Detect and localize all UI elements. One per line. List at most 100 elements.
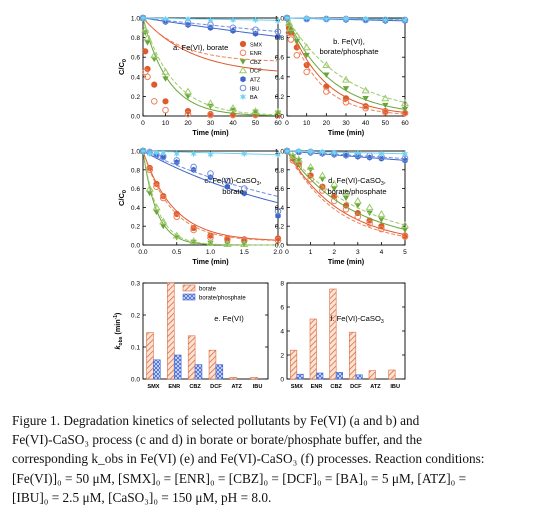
marker-BA: [283, 147, 291, 155]
legend-label-borate-phosphate: borate/phosphate: [199, 296, 246, 302]
y-tick-label: 1.0: [131, 16, 140, 23]
marker-IBU: [173, 157, 181, 164]
legend-label-SMX: SMX: [250, 42, 262, 48]
panel-b-label-2: borate/phosphate: [319, 47, 378, 56]
panel-e-y-axis-label: kobs (min-1): [113, 312, 124, 350]
caption-line-2: Fe(VI)-CaSO₃ process (c and d) in borate…: [12, 432, 423, 448]
figure-caption: Figure 1. Degradation kinetics of select…: [12, 411, 542, 507]
y-tick-label: 0.6: [275, 186, 284, 193]
category-label: ENR: [311, 384, 323, 390]
marker-CBZ: [293, 39, 301, 45]
legend-swatch-borate: [182, 284, 196, 292]
y-tick-label: 0.2: [131, 313, 140, 320]
fit-curve-DCF: [286, 17, 406, 103]
x-tick-label: 50: [382, 120, 390, 127]
marker-CBZ: [342, 195, 350, 201]
x-tick-label: 50: [252, 120, 260, 127]
bar-borate-DCF: [349, 331, 357, 380]
marker-DCF: [400, 99, 410, 107]
marker-ENR: [354, 213, 362, 221]
y-tick-label: 0: [280, 377, 284, 384]
marker-BA: [139, 147, 147, 155]
label-end: ,: [384, 176, 386, 185]
marker-DCF: [306, 162, 315, 170]
marker-DCF: [292, 31, 301, 39]
marker-CBZ: [239, 59, 247, 65]
x-tick-label: 0.0: [138, 249, 147, 256]
x-tick-label: 2: [332, 249, 336, 256]
y-tick-label: 0.8: [275, 35, 284, 42]
marker-SMX: [151, 81, 158, 88]
marker-DCF: [381, 94, 390, 102]
y-tick-label: 2: [280, 353, 284, 360]
label-end: ,: [260, 176, 262, 185]
y-tick-label: 0.6: [131, 186, 140, 193]
marker-ATZ: [174, 159, 180, 166]
marker-SMX: [142, 48, 149, 55]
marker-DCF: [152, 203, 161, 211]
x-tick-label: 0.5: [172, 249, 181, 256]
marker-BA: [401, 150, 409, 158]
panel-b: 0.0 0.2 0.4 0.6 0.8 1.0 0 10 20 30 40 50 60 Time (min…: [275, 14, 410, 137]
marker-ENR: [303, 68, 310, 76]
y-tick-label: 0.6: [131, 55, 140, 62]
marker-DCF: [302, 43, 311, 51]
y-tick-label: 1.0: [131, 149, 140, 156]
y-tick-label: 0.0: [131, 377, 140, 384]
fit-curve-IBU: [142, 150, 279, 197]
marker-CBZ: [342, 86, 350, 92]
marker-BA: [162, 15, 169, 23]
bar-borate-ENR: [167, 282, 175, 380]
x-tick-label: 10: [162, 120, 170, 127]
y-axis-label: C/C0: [117, 190, 128, 206]
y-tick-label: 0.6: [275, 55, 284, 62]
x-axis-label: Time (min): [192, 257, 229, 266]
marker-DCF: [341, 75, 351, 83]
x-tick-label: 10: [303, 120, 311, 127]
marker-DCF: [189, 237, 198, 245]
marker-CBZ: [401, 106, 409, 113]
marker-CBZ: [378, 217, 385, 223]
marker-CBZ: [323, 72, 330, 78]
label-main: c. Fe(VI)-CaSO: [204, 176, 256, 185]
marker-ENR: [153, 183, 160, 191]
y-tick-label: 0.0: [131, 114, 140, 121]
fit-curve-CBZ: [286, 150, 406, 230]
marker-CBZ: [162, 76, 169, 82]
x-tick-label: 40: [229, 120, 237, 127]
marker-ENR: [362, 104, 369, 112]
bar-borate-ATZ: [368, 370, 376, 380]
category-label: SMX: [147, 384, 159, 390]
category-label: CBZ: [330, 384, 342, 390]
marker-DCF: [318, 171, 327, 179]
marker-BA: [274, 151, 282, 159]
marker-BA: [378, 150, 385, 158]
bar-borate-phosphate-CBZ: [194, 364, 203, 380]
bar-borate-IBU: [388, 369, 396, 380]
marker-ENR: [274, 237, 282, 244]
marker-DCF: [183, 87, 193, 95]
marker-ATZ: [275, 212, 281, 219]
y-axis-label: C/C0: [117, 59, 128, 75]
panel-c: 0.0 0.2 0.4 0.6 0.8 1.0 0.0 0.5 1.0 1.5 2.0 Time (m…: [117, 147, 283, 266]
label-main: d. Fe(VI)-CaSO: [328, 176, 381, 185]
panel-f-label: f. Fe(VI)-CaSO3: [330, 314, 384, 325]
marker-BA: [274, 17, 282, 25]
y-tick-label: 0.8: [131, 35, 140, 42]
x-tick-label: 2.0: [273, 249, 282, 256]
category-label: DCF: [350, 384, 362, 390]
marker-BA: [173, 150, 180, 158]
marker-ENR: [378, 225, 385, 233]
y-tick-label: 1.0: [275, 149, 284, 156]
marker-DCF: [223, 240, 232, 247]
x-tick-label: 1: [309, 249, 313, 256]
marker-BA: [331, 149, 338, 157]
marker-DCF: [251, 107, 260, 114]
bar-borate-phosphate-DCF: [215, 364, 224, 380]
marker-BA: [160, 149, 167, 157]
marker-CBZ: [307, 167, 314, 173]
marker-BA: [241, 150, 248, 158]
ylabel-obs: obs: [118, 336, 124, 345]
marker-IBU: [252, 26, 259, 34]
